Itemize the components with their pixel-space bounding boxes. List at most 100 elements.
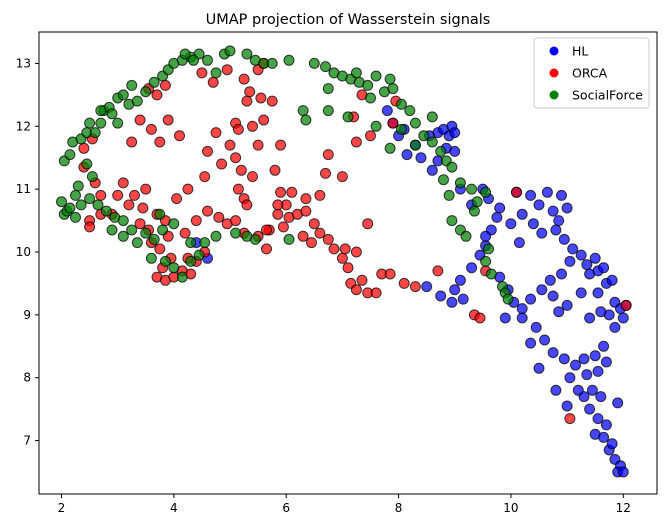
data-point-orca	[342, 262, 354, 274]
data-point-orca	[511, 186, 522, 198]
data-point-socialforce	[140, 227, 152, 239]
data-point-orca	[151, 89, 163, 101]
data-point-orca	[277, 221, 289, 233]
y-tick-label: 8	[23, 371, 31, 385]
data-point-orca	[199, 171, 211, 183]
data-point-orca	[350, 136, 362, 148]
data-point-socialforce	[188, 54, 199, 66]
data-point-socialforce	[56, 196, 67, 208]
data-point-socialforce	[438, 174, 449, 186]
data-point-hl	[617, 466, 629, 478]
data-point-hl	[556, 189, 567, 201]
data-point-orca	[117, 177, 129, 189]
data-point-hl	[592, 287, 604, 299]
points-layer	[56, 45, 632, 478]
data-point-socialforce	[308, 57, 320, 69]
y-tick-label: 7	[23, 434, 31, 448]
legend-marker-hl	[549, 46, 559, 56]
data-point-socialforce	[112, 117, 124, 129]
data-point-hl	[567, 243, 579, 255]
legend-box	[533, 37, 650, 109]
data-point-socialforce	[297, 105, 309, 117]
data-point-socialforce	[176, 271, 188, 283]
data-point-hl	[572, 384, 584, 396]
data-point-orca	[620, 299, 632, 311]
data-point-hl	[536, 284, 548, 296]
data-point-hl	[561, 202, 573, 214]
data-point-socialforce	[117, 230, 129, 242]
data-point-socialforce	[89, 127, 101, 139]
data-point-socialforce	[300, 114, 312, 126]
data-point-socialforce	[466, 183, 478, 195]
data-point-orca	[300, 205, 312, 217]
legend: HL ORCA SocialForce	[533, 37, 650, 109]
data-point-hl	[449, 127, 461, 139]
data-point-socialforce	[92, 199, 104, 211]
data-point-hl	[550, 384, 562, 396]
data-point-socialforce	[100, 205, 112, 217]
data-point-socialforce	[95, 117, 107, 129]
data-point-orca	[126, 136, 138, 148]
data-point-orca	[134, 218, 146, 230]
data-point-orca	[272, 199, 284, 211]
data-point-socialforce	[384, 73, 396, 85]
data-point-hl	[516, 303, 528, 315]
data-point-orca	[275, 186, 287, 198]
data-point-socialforce	[241, 230, 253, 242]
data-point-orca	[112, 189, 124, 201]
data-point-hl	[457, 293, 469, 305]
data-point-hl	[525, 337, 537, 349]
data-point-orca	[336, 252, 348, 264]
data-point-socialforce	[320, 61, 331, 73]
x-tick-label: 12	[616, 501, 631, 515]
data-point-hl	[589, 252, 601, 264]
data-point-socialforce	[365, 92, 376, 104]
data-point-hl	[499, 312, 511, 324]
data-point-orca	[328, 243, 340, 255]
data-point-orca	[252, 139, 264, 151]
data-point-socialforce	[370, 120, 382, 132]
data-point-hl	[513, 237, 525, 249]
data-point-socialforce	[460, 230, 472, 242]
legend-marker-orca	[549, 68, 559, 78]
data-point-socialforce	[409, 117, 421, 129]
data-point-socialforce	[446, 215, 458, 227]
data-point-orca	[145, 123, 157, 135]
data-point-orca	[286, 186, 298, 198]
data-point-orca	[314, 227, 326, 239]
data-point-socialforce	[471, 196, 483, 208]
data-point-hl	[454, 274, 466, 286]
data-point-hl	[494, 202, 506, 214]
data-point-socialforce	[230, 227, 242, 239]
data-point-hl	[536, 227, 548, 239]
data-point-socialforce	[185, 255, 197, 267]
data-point-socialforce	[64, 202, 76, 214]
data-point-hl	[617, 312, 629, 324]
data-point-socialforce	[480, 186, 492, 198]
data-point-hl	[505, 218, 517, 230]
data-point-socialforce	[241, 48, 253, 60]
data-point-hl	[547, 290, 559, 302]
data-point-orca	[154, 136, 166, 148]
data-point-hl	[544, 274, 556, 286]
data-point-orca	[350, 284, 362, 296]
data-point-hl	[581, 369, 593, 381]
data-point-orca	[134, 114, 146, 126]
data-point-hl	[598, 262, 610, 274]
data-point-hl	[584, 312, 596, 324]
data-point-orca	[339, 243, 351, 255]
data-point-socialforce	[446, 161, 458, 173]
data-point-socialforce	[140, 86, 152, 98]
data-point-hl	[525, 189, 537, 201]
x-tick-label: 8	[395, 501, 403, 515]
data-point-hl	[426, 164, 438, 176]
data-point-hl	[553, 306, 565, 318]
data-point-socialforce	[84, 117, 96, 129]
legend-label-hl: HL	[572, 44, 588, 59]
data-point-hl	[600, 419, 612, 431]
data-point-orca	[235, 164, 247, 176]
data-point-orca	[350, 246, 362, 258]
data-point-socialforce	[86, 171, 98, 183]
data-point-orca	[432, 265, 444, 277]
